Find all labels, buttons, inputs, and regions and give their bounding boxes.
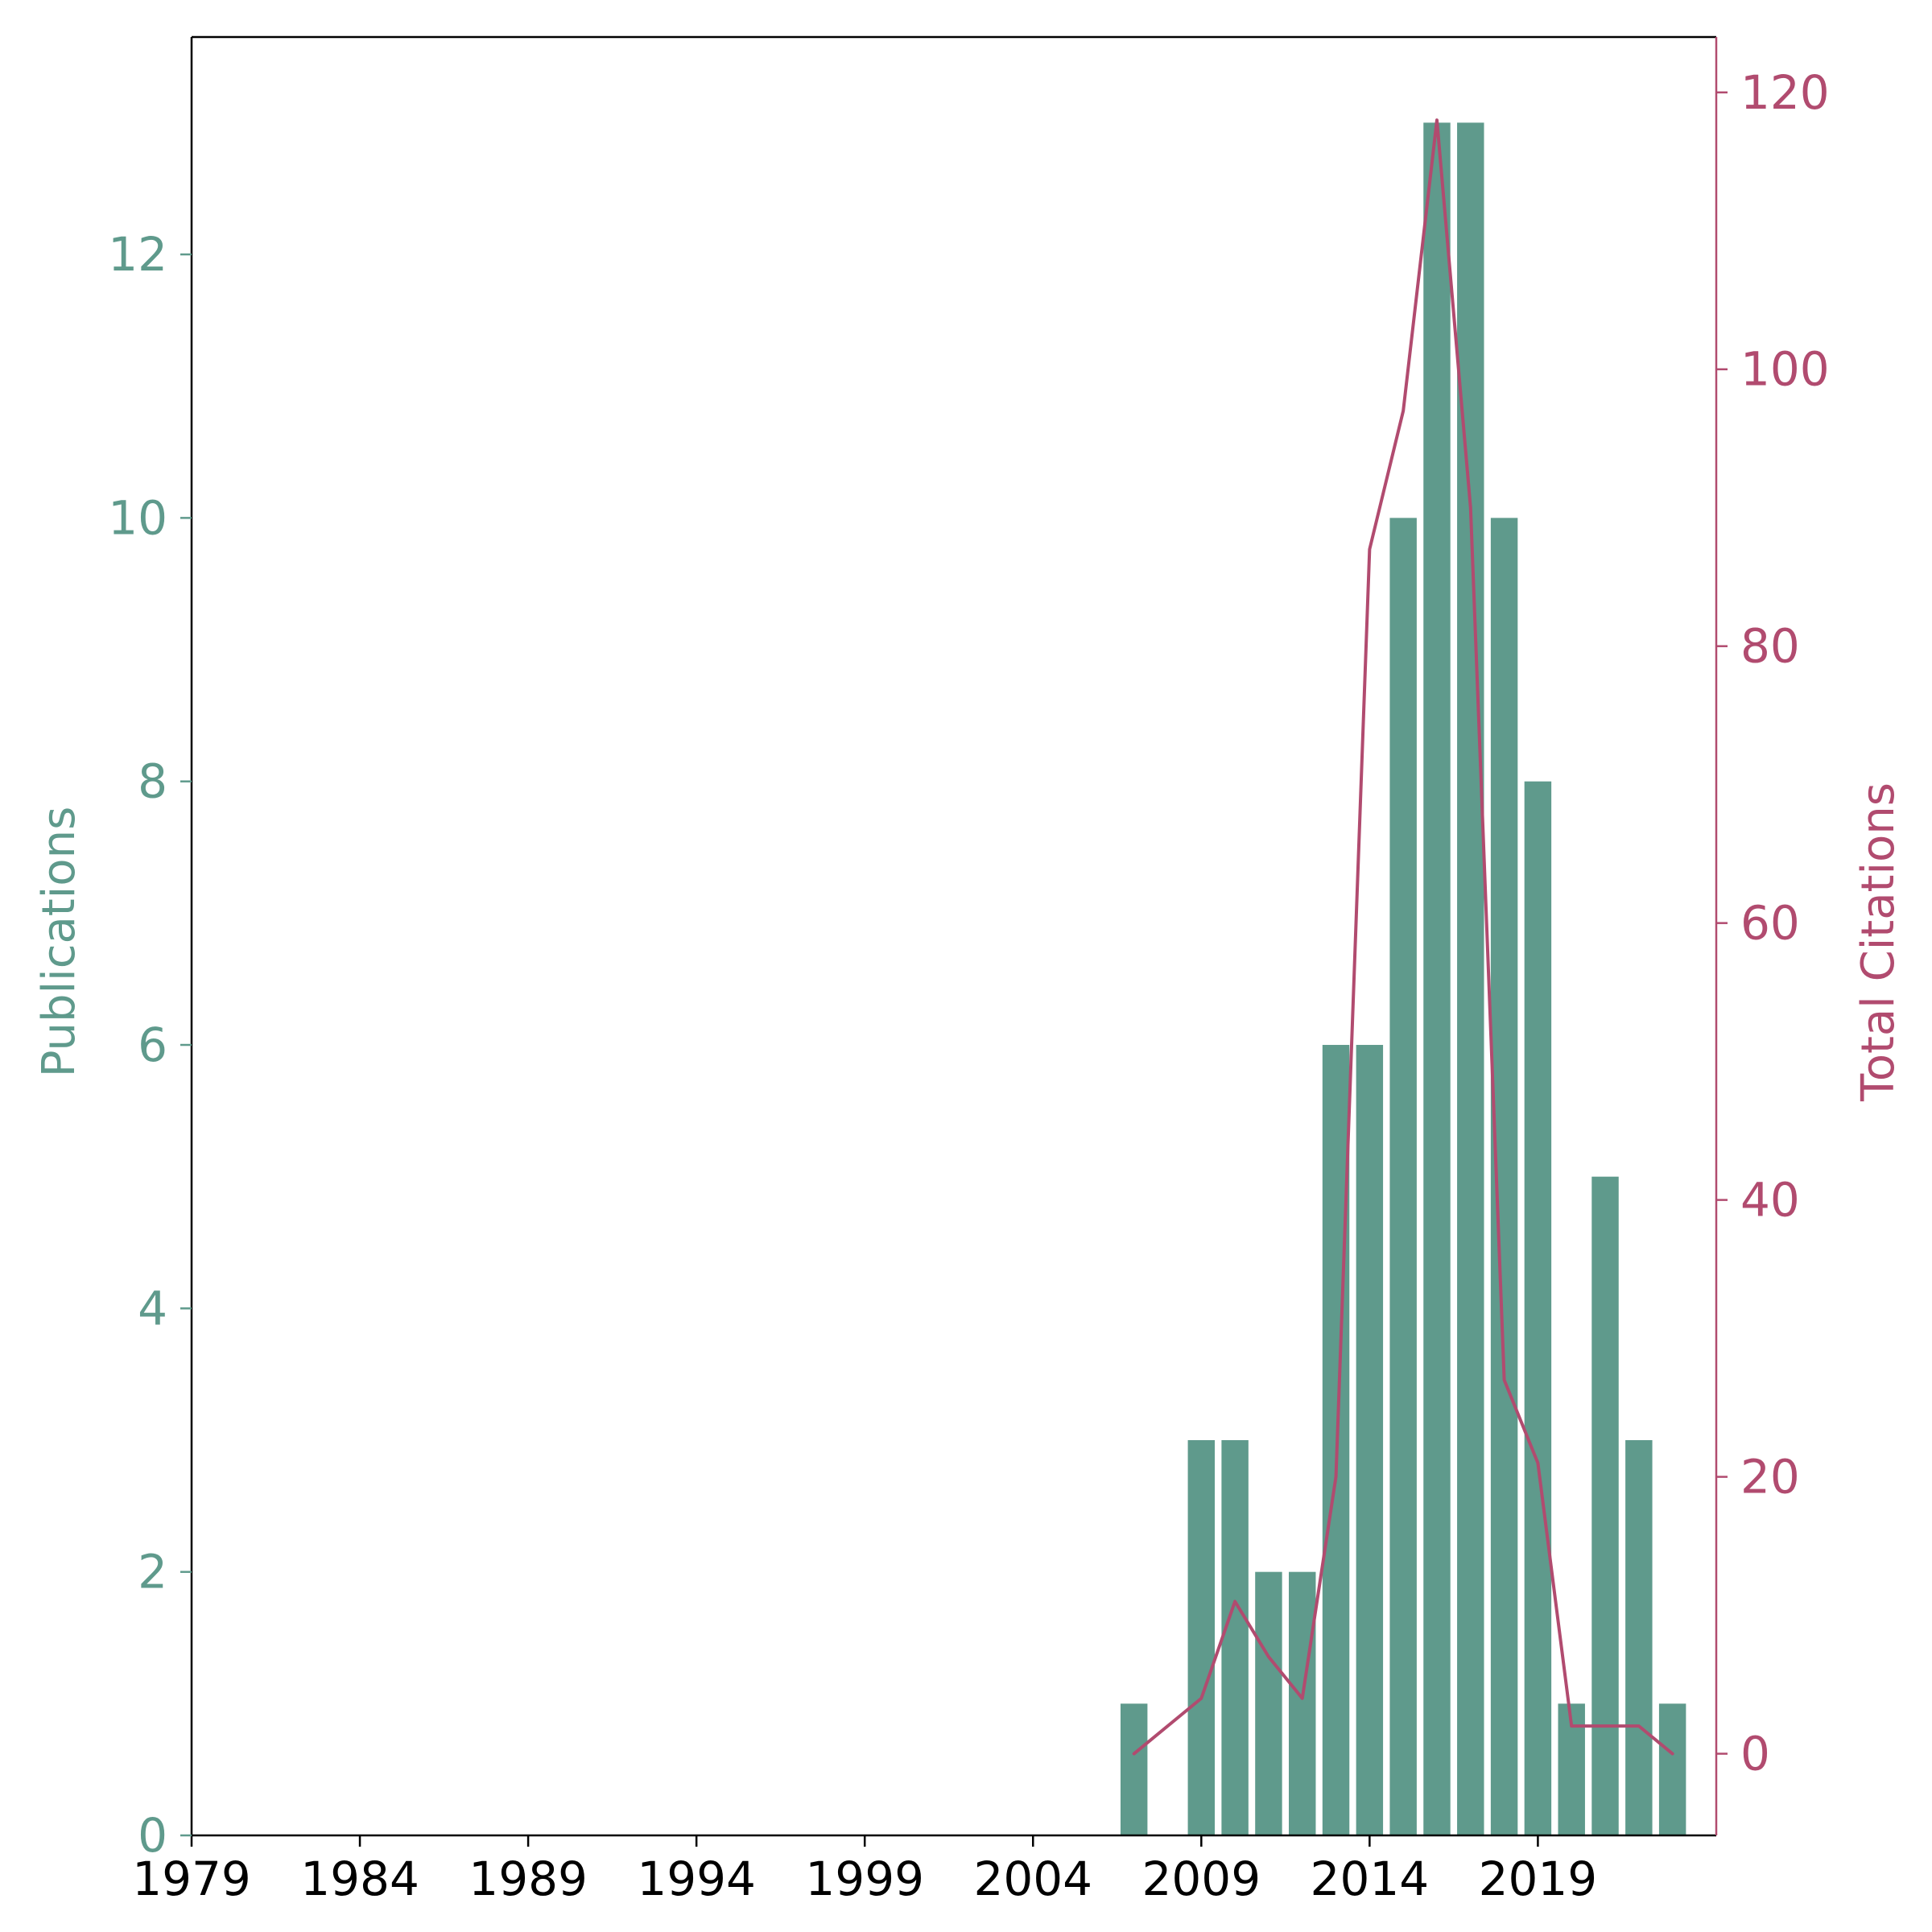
y-right-tick-label: 0 [1740,1727,1770,1781]
x-tick-label: 1989 [469,1852,588,1906]
y-right-tick-label: 120 [1740,65,1830,120]
x-tick-label: 2009 [1142,1852,1261,1906]
y-right-tick-label: 80 [1740,619,1800,674]
bar-2011 [1255,1571,1282,1835]
bar-2017 [1457,122,1484,1836]
citations-line [1132,118,1674,1756]
y-left-tick-label: 6 [138,1018,167,1072]
bar-2009 [1187,1440,1216,1835]
bar-2010 [1221,1440,1249,1835]
x-tick-label: 1984 [300,1852,419,1906]
x-tick-label: 2004 [973,1852,1092,1906]
y-left-tick-label: 10 [108,490,167,545]
y-right-tick-label: 40 [1740,1173,1800,1228]
x-tick-label: 2014 [1311,1852,1430,1906]
y-right-axis-title: Total Citations [1852,782,1905,1102]
y-left-axis-title: Publications [33,807,85,1078]
y-right-tick-label: 60 [1740,896,1800,951]
bar-2022 [1625,1440,1653,1835]
bar-2014 [1356,1045,1384,1835]
x-tick-label: 1979 [132,1852,251,1906]
x-tick-label: 1994 [637,1852,756,1906]
y-left-tick-label: 8 [138,754,167,809]
y-right-tick-label: 100 [1740,342,1830,397]
line-layer [1132,118,1674,1756]
axes-layer: 1979 1984 1989 1994 1999 2004 2009 2014 2019 0 2 4 6… [108,35,1830,1906]
bar-2012 [1289,1571,1316,1835]
bar-2015 [1389,518,1417,1836]
x-tick-label: 1999 [805,1852,924,1906]
bars-layer [1120,122,1686,1836]
y-left-tick-label: 2 [138,1545,167,1600]
bar-2021 [1591,1176,1619,1835]
y-left-tick-label: 4 [138,1281,167,1335]
y-left-tick-label: 12 [108,227,167,282]
bar-2016 [1423,122,1451,1836]
bar-2023 [1658,1703,1686,1835]
y-right-tick-label: 20 [1740,1450,1800,1505]
bar-2007 [1120,1703,1148,1835]
x-tick-label: 2019 [1479,1852,1598,1906]
bar-2019 [1524,781,1552,1835]
y-left-tick-label: 0 [138,1808,167,1863]
